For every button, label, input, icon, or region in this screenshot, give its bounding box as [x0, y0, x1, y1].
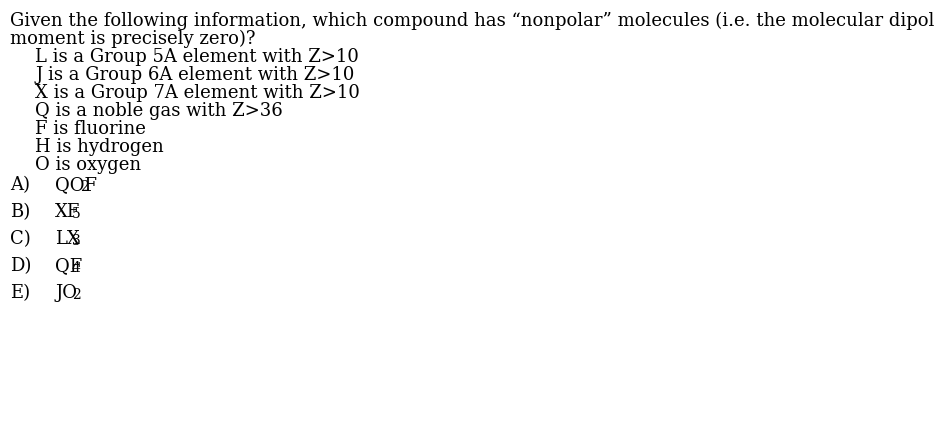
Text: B): B)	[10, 203, 30, 221]
Text: J is a Group 6A element with Z>10: J is a Group 6A element with Z>10	[35, 66, 354, 84]
Text: 2: 2	[72, 288, 80, 302]
Text: D): D)	[10, 257, 32, 275]
Text: JO: JO	[55, 284, 77, 302]
Text: Given the following information, which compound has “nonpolar” molecules (i.e. t: Given the following information, which c…	[10, 12, 935, 30]
Text: 4: 4	[72, 261, 80, 275]
Text: E): E)	[10, 284, 30, 302]
Text: 3: 3	[72, 234, 80, 248]
Text: QOF: QOF	[55, 176, 97, 194]
Text: O is oxygen: O is oxygen	[35, 156, 141, 174]
Text: 2: 2	[80, 180, 89, 194]
Text: 5: 5	[72, 207, 80, 221]
Text: moment is precisely zero)?: moment is precisely zero)?	[10, 30, 255, 48]
Text: QF: QF	[55, 257, 82, 275]
Text: LX: LX	[55, 230, 79, 248]
Text: C): C)	[10, 230, 31, 248]
Text: L is a Group 5A element with Z>10: L is a Group 5A element with Z>10	[35, 48, 359, 66]
Text: A): A)	[10, 176, 30, 194]
Text: Q is a noble gas with Z>36: Q is a noble gas with Z>36	[35, 102, 282, 120]
Text: H is hydrogen: H is hydrogen	[35, 138, 164, 156]
Text: F is fluorine: F is fluorine	[35, 120, 146, 138]
Text: X is a Group 7A element with Z>10: X is a Group 7A element with Z>10	[35, 84, 360, 102]
Text: XF: XF	[55, 203, 80, 221]
